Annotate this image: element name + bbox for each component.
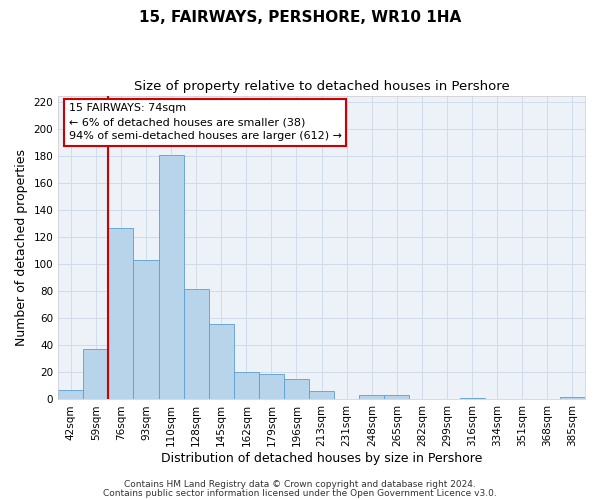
Bar [133,260,158,400]
Bar [359,396,385,400]
Bar [209,324,234,400]
Title: Size of property relative to detached houses in Pershore: Size of property relative to detached ho… [134,80,509,93]
Text: Contains HM Land Registry data © Crown copyright and database right 2024.: Contains HM Land Registry data © Crown c… [124,480,476,489]
Bar [284,379,309,400]
Bar [184,288,209,400]
Text: Contains public sector information licensed under the Open Government Licence v3: Contains public sector information licen… [103,488,497,498]
Bar [109,228,133,400]
Y-axis label: Number of detached properties: Number of detached properties [15,149,28,346]
Bar [309,392,334,400]
Bar [58,390,83,400]
Bar [234,372,259,400]
X-axis label: Distribution of detached houses by size in Pershore: Distribution of detached houses by size … [161,452,482,465]
Bar [460,398,485,400]
Bar [560,397,585,400]
Bar [259,374,284,400]
Bar [385,396,409,400]
Bar [83,350,109,400]
Text: 15, FAIRWAYS, PERSHORE, WR10 1HA: 15, FAIRWAYS, PERSHORE, WR10 1HA [139,10,461,25]
Text: 15 FAIRWAYS: 74sqm
← 6% of detached houses are smaller (38)
94% of semi-detached: 15 FAIRWAYS: 74sqm ← 6% of detached hous… [69,103,342,141]
Bar [158,155,184,400]
